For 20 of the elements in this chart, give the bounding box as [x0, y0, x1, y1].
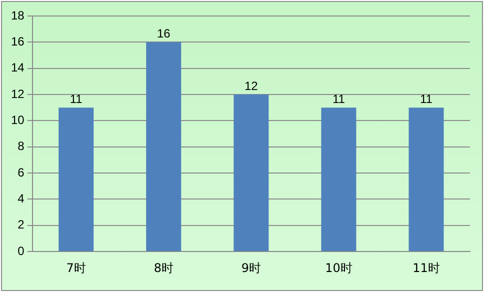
- y-tick-label: 4: [18, 192, 25, 206]
- data-label: 16: [156, 26, 171, 40]
- y-tick-label: 0: [18, 244, 25, 258]
- y-tick-label: 8: [18, 139, 25, 154]
- y-tick-label: 12: [10, 86, 25, 101]
- y-tick-label: 2: [18, 218, 25, 232]
- x-tick-label: 8时: [154, 260, 174, 275]
- x-tick-label: 10时: [325, 260, 352, 275]
- x-tick-label: 9时: [241, 260, 261, 275]
- data-label: 11: [332, 92, 346, 106]
- y-tick-label: 18: [10, 8, 25, 22]
- x-tick-label: 7时: [66, 260, 86, 275]
- y-tick-label: 16: [10, 34, 25, 48]
- x-tick-label: 11时: [412, 260, 440, 275]
- y-tick-label: 10: [10, 113, 25, 128]
- y-tick-label: 6: [18, 165, 25, 180]
- data-label: 11: [420, 92, 433, 106]
- data-label: 12: [244, 78, 258, 93]
- data-label: 11: [70, 92, 83, 106]
- y-tick-label: 14: [10, 60, 25, 75]
